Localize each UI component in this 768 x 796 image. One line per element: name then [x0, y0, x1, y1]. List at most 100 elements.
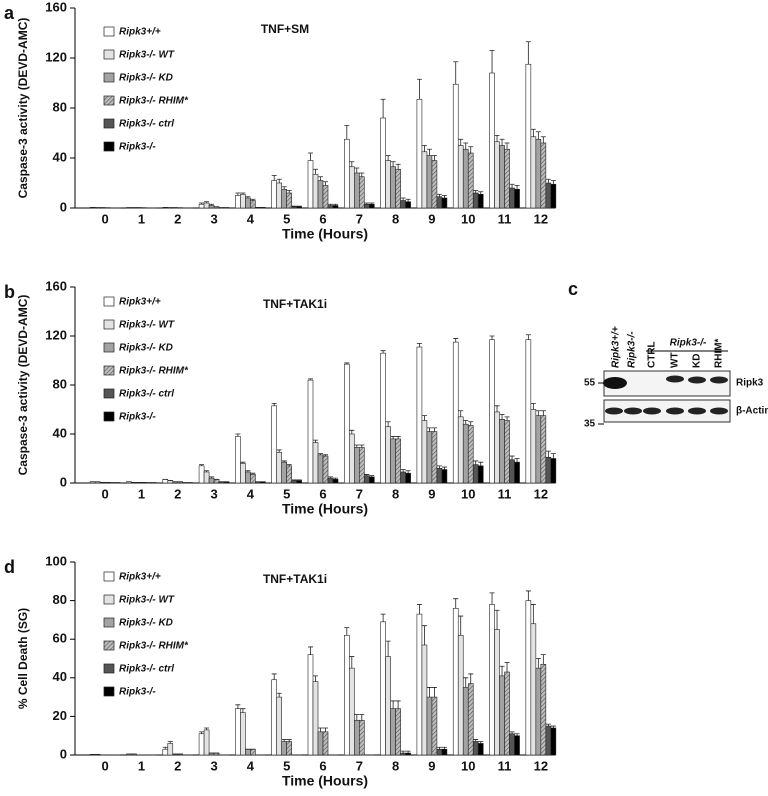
- error-bar: [369, 475, 375, 477]
- band: [688, 376, 706, 384]
- error-bar: [313, 675, 318, 682]
- western-blot-panel: c Ripk3+/+ Ripk3-/- CTRL WT KD RHIM* Rip…: [568, 279, 768, 430]
- bar: [421, 420, 428, 484]
- legend-label: Ripk3-/-: [119, 142, 156, 153]
- error-bar: [281, 739, 287, 742]
- bar-chart: a TNF+SM Caspase-3 activity (DEVD-AMC) Time…: [4, 0, 557, 242]
- lane-label: Ripk3-/-: [627, 331, 638, 368]
- error-bar: [209, 203, 215, 206]
- bar: [400, 471, 406, 484]
- bar: [530, 409, 537, 484]
- bar: [426, 696, 433, 756]
- error-bar: [245, 196, 251, 198]
- error-bar: [540, 136, 546, 143]
- error-bar: [421, 415, 427, 421]
- bar: [400, 752, 406, 756]
- bar: [349, 166, 355, 209]
- legend-label: Ripk3-/- RHIM*: [119, 96, 189, 107]
- bar: [281, 188, 287, 209]
- error-bar: [458, 410, 464, 417]
- error-bar: [333, 203, 338, 206]
- error-bar: [318, 176, 323, 181]
- bar: [317, 454, 324, 484]
- legend-label: Ripk3-/- WT: [119, 50, 175, 61]
- error-bar: [468, 421, 474, 426]
- x-tick-label: 10: [461, 758, 475, 773]
- bar: [530, 623, 537, 756]
- bar: [457, 145, 464, 209]
- x-tick-label: 1: [138, 211, 145, 226]
- error-bar: [380, 613, 386, 622]
- x-tick-label: 11: [498, 486, 512, 501]
- bar: [540, 415, 547, 484]
- bar: [477, 743, 484, 756]
- legend-label: Ripk3-/- KD: [119, 343, 173, 354]
- bar: [441, 197, 448, 209]
- x-tick-label: 2: [174, 758, 181, 773]
- bar: [162, 479, 169, 484]
- error-bar: [364, 474, 370, 476]
- bar: [504, 148, 510, 209]
- error-bar: [308, 646, 313, 655]
- bar: [359, 176, 365, 209]
- error-bar: [369, 202, 375, 205]
- marker-label: 55: [584, 378, 596, 389]
- bar: [421, 151, 428, 209]
- y-tick-label: 60: [53, 631, 67, 646]
- bar: [291, 206, 297, 209]
- y-tick-label: 40: [53, 149, 67, 164]
- legend-swatch: [103, 72, 115, 83]
- bar: [457, 635, 464, 756]
- bar: [271, 679, 277, 756]
- bar: [525, 63, 532, 209]
- x-tick-label: 12: [534, 211, 548, 226]
- bar: [245, 197, 251, 209]
- bar: [385, 160, 391, 209]
- legend-label: Ripk3-/- RHIM*: [119, 641, 189, 652]
- legend-swatch: [103, 342, 115, 353]
- error-bar: [395, 700, 401, 709]
- error-bar: [276, 692, 282, 698]
- error-bar: [525, 41, 531, 65]
- error-bar: [235, 192, 241, 196]
- x-tick-label: 6: [319, 211, 326, 226]
- bar: [426, 431, 433, 484]
- chart-title: TNF+SM: [261, 22, 309, 36]
- bar: [359, 447, 365, 484]
- bar: [472, 464, 479, 484]
- legend-swatch: [103, 571, 115, 582]
- error-bar: [204, 201, 210, 203]
- error-bar: [400, 469, 406, 472]
- error-bar: [509, 455, 515, 460]
- error-bar: [494, 405, 500, 412]
- error-bar: [525, 590, 531, 601]
- legend-label: Ripk3-/- ctrl: [119, 119, 174, 130]
- error-bar: [504, 661, 510, 673]
- lane-label: WT: [670, 352, 681, 368]
- bar: [317, 731, 324, 756]
- x-tick-label: 0: [102, 486, 109, 501]
- bar: [344, 138, 350, 209]
- error-bar: [514, 733, 520, 736]
- group-label: Ripk3-/-: [670, 338, 707, 349]
- band: [603, 377, 627, 389]
- error-bar: [550, 453, 556, 459]
- bar: [240, 463, 246, 484]
- error-bar: [323, 727, 328, 732]
- error-bar: [385, 421, 391, 427]
- bar: [354, 172, 360, 209]
- legend-label: Ripk3-/- WT: [119, 320, 175, 331]
- bar: [390, 708, 396, 756]
- bar: [467, 683, 474, 756]
- error-bar: [509, 183, 515, 188]
- x-tick-label: 6: [319, 486, 326, 501]
- error-bar: [271, 175, 277, 181]
- x-tick-label: 7: [356, 211, 363, 226]
- error-bar: [354, 167, 360, 173]
- bar: [489, 604, 495, 756]
- error-bar: [308, 152, 313, 161]
- bar: [307, 654, 314, 756]
- error-bar: [405, 470, 411, 474]
- bar: [405, 472, 411, 484]
- bar: [344, 635, 350, 756]
